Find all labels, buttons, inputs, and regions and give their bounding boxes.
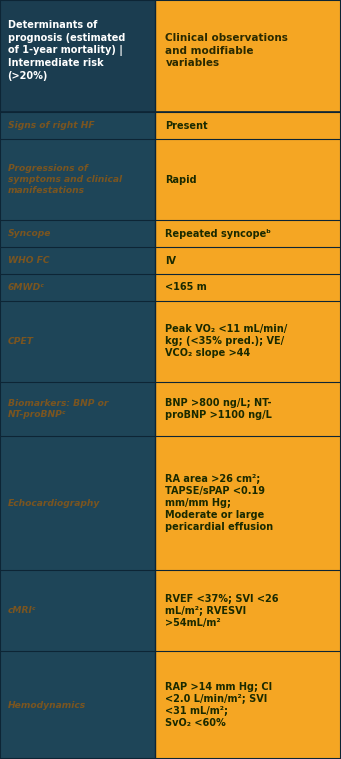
Text: IV: IV: [165, 256, 176, 266]
Text: Clinical observations
and modifiable
variables: Clinical observations and modifiable var…: [165, 33, 288, 68]
Text: Hemodynamics: Hemodynamics: [8, 701, 86, 710]
Bar: [155, 651, 341, 759]
Bar: [0, 220, 155, 247]
Bar: [0, 247, 155, 274]
Text: RA area >26 cm²;
TAPSE/sPAP <0.19
mm/mm Hg;
Moderate or large
pericardial effusi: RA area >26 cm²; TAPSE/sPAP <0.19 mm/mm …: [165, 474, 273, 532]
Bar: [0, 274, 155, 301]
Text: RVEF <37%; SVI <26
mL/m²; RVESVI
>54mL/m²: RVEF <37%; SVI <26 mL/m²; RVESVI >54mL/m…: [165, 594, 279, 628]
Bar: [155, 571, 341, 651]
Text: CPET: CPET: [8, 337, 33, 346]
Text: Peak VO₂ <11 mL/min/
kg; (<35% pred.); VE/
VCO₂ slope >44: Peak VO₂ <11 mL/min/ kg; (<35% pred.); V…: [165, 324, 288, 358]
Bar: [155, 220, 341, 247]
Text: Echocardiography: Echocardiography: [8, 499, 100, 508]
Bar: [0, 436, 155, 571]
Text: Progressions of
symptoms and clinical
manifestations: Progressions of symptoms and clinical ma…: [8, 165, 122, 195]
Text: 6MWDᶜ: 6MWDᶜ: [8, 283, 45, 292]
Bar: [0, 651, 155, 759]
Text: Rapid: Rapid: [165, 175, 197, 184]
Bar: [0, 0, 155, 112]
Bar: [0, 139, 155, 220]
Text: Signs of right HF: Signs of right HF: [8, 121, 94, 131]
Bar: [0, 571, 155, 651]
Bar: [0, 382, 155, 436]
Text: cMRIᶜ: cMRIᶜ: [8, 606, 36, 616]
Bar: [155, 0, 341, 112]
Text: Repeated syncopeᵇ: Repeated syncopeᵇ: [165, 228, 271, 238]
Text: BNP >800 ng/L; NT-
proBNP >1100 ng/L: BNP >800 ng/L; NT- proBNP >1100 ng/L: [165, 398, 272, 420]
Bar: [155, 247, 341, 274]
Bar: [155, 382, 341, 436]
Text: Present: Present: [165, 121, 208, 131]
Text: RAP >14 mm Hg; CI
<2.0 L/min/m²; SVI
<31 mL/m²;
SvO₂ <60%: RAP >14 mm Hg; CI <2.0 L/min/m²; SVI <31…: [165, 682, 272, 728]
Bar: [155, 112, 341, 139]
Text: WHO FC: WHO FC: [8, 256, 49, 265]
Text: Syncope: Syncope: [8, 229, 51, 238]
Text: <165 m: <165 m: [165, 282, 207, 292]
Bar: [0, 301, 155, 382]
Bar: [155, 274, 341, 301]
Text: Biomarkers: BNP or
NT-proBNPᶜ: Biomarkers: BNP or NT-proBNPᶜ: [8, 398, 108, 419]
Bar: [155, 301, 341, 382]
Bar: [155, 139, 341, 220]
Text: Determinants of
prognosis (estimated
of 1-year mortality) |
Intermediate risk
(>: Determinants of prognosis (estimated of …: [8, 20, 125, 81]
Bar: [155, 436, 341, 571]
Bar: [0, 112, 155, 139]
